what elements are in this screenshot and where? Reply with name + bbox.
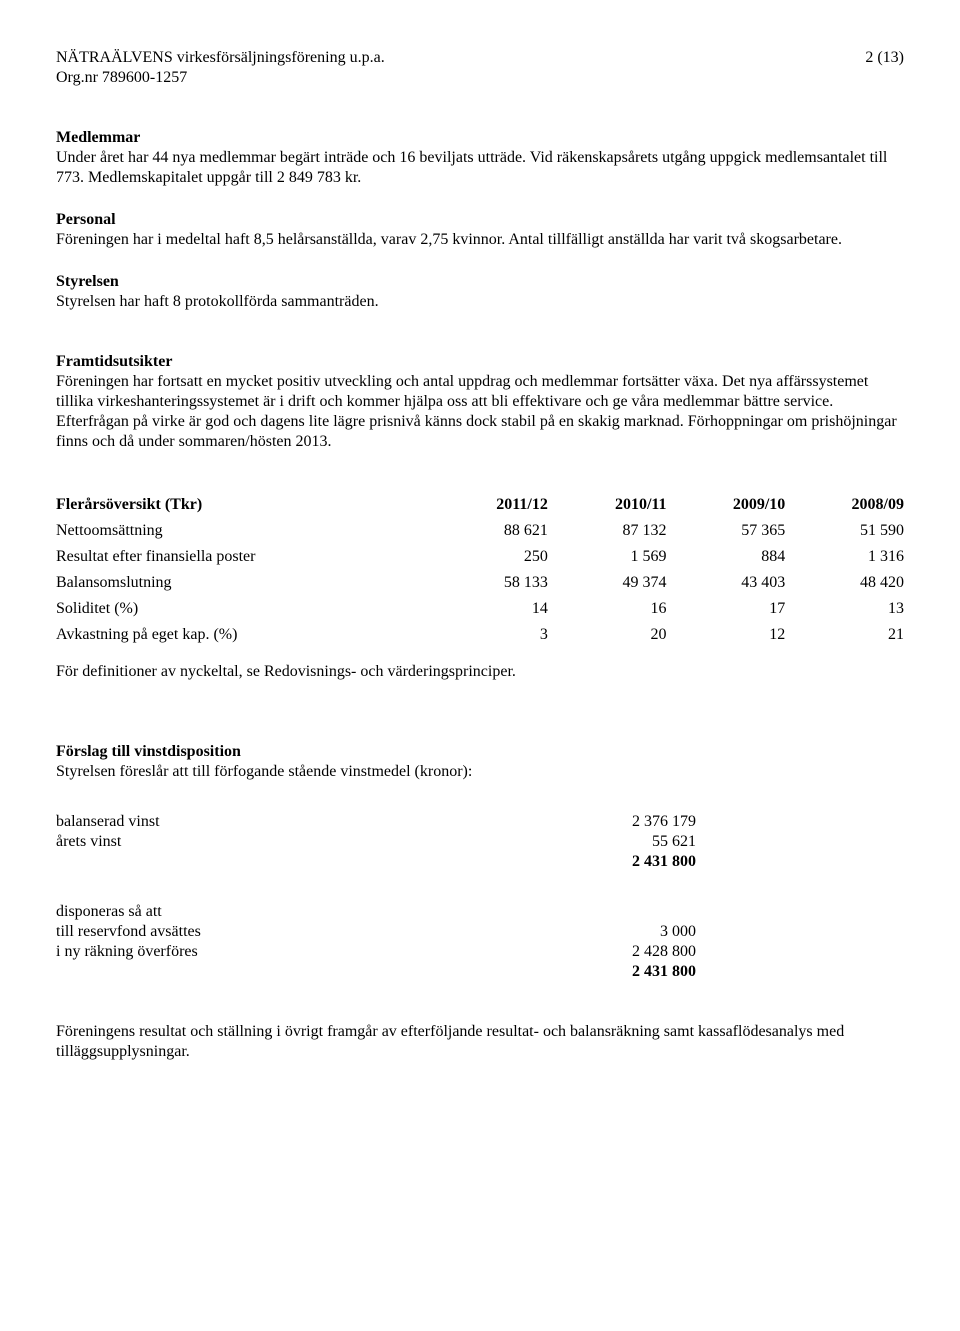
org-number: Org.nr 789600-1257 xyxy=(56,68,385,88)
table-footnote: För definitioner av nyckeltal, se Redovi… xyxy=(56,662,904,682)
row-label: Soliditet (%) xyxy=(56,596,429,622)
disposition-row: disponeras så att xyxy=(56,902,696,922)
row-value: 2 376 179 xyxy=(576,812,696,832)
table-row: Soliditet (%) 14 16 17 13 xyxy=(56,596,904,622)
row-value: 55 621 xyxy=(576,832,696,852)
cell: 48 420 xyxy=(785,570,904,596)
overview-table-section: Flerårsöversikt (Tkr) 2011/12 2010/11 20… xyxy=(56,492,904,682)
section-framtidsutsikter: Framtidsutsikter Föreningen har fortsatt… xyxy=(56,352,904,452)
cell: 250 xyxy=(429,544,548,570)
row-value xyxy=(576,902,696,922)
table-row: Nettoomsättning 88 621 87 132 57 365 51 … xyxy=(56,518,904,544)
row-label: balanserad vinst xyxy=(56,812,160,832)
cell: 1 316 xyxy=(785,544,904,570)
table-row: Balansomslutning 58 133 49 374 43 403 48… xyxy=(56,570,904,596)
section-body: Föreningen har fortsatt en mycket positi… xyxy=(56,372,904,452)
cell: 3 xyxy=(429,622,548,648)
row-value: 3 000 xyxy=(576,922,696,942)
cell: 13 xyxy=(785,596,904,622)
disposition-row: 2 431 800 xyxy=(56,852,696,872)
row-label: Nettoomsättning xyxy=(56,518,429,544)
disposition-intro: Styrelsen föreslår att till förfogande s… xyxy=(56,762,904,782)
cell: 17 xyxy=(667,596,786,622)
section-medlemmar: Medlemmar Under året har 44 nya medlemma… xyxy=(56,128,904,188)
cell: 57 365 xyxy=(667,518,786,544)
cell: 51 590 xyxy=(785,518,904,544)
row-label: i ny räkning överföres xyxy=(56,942,198,962)
table-row: Avkastning på eget kap. (%) 3 20 12 21 xyxy=(56,622,904,648)
cell: 58 133 xyxy=(429,570,548,596)
cell: 14 xyxy=(429,596,548,622)
disposition-row: 2 431 800 xyxy=(56,962,696,982)
row-label: Avkastning på eget kap. (%) xyxy=(56,622,429,648)
col-header: 2010/11 xyxy=(548,492,667,518)
table-title: Flerårsöversikt (Tkr) xyxy=(56,492,429,518)
section-personal: Personal Föreningen har i medeltal haft … xyxy=(56,210,904,250)
row-label: Resultat efter finansiella poster xyxy=(56,544,429,570)
closing-text: Föreningens resultat och ställning i övr… xyxy=(56,1022,904,1062)
section-title: Personal xyxy=(56,210,904,230)
disposition-row: i ny räkning överföres 2 428 800 xyxy=(56,942,696,962)
section-title: Framtidsutsikter xyxy=(56,352,904,372)
section-body: Styrelsen har haft 8 protokollförda samm… xyxy=(56,292,904,312)
row-value: 2 431 800 xyxy=(576,962,696,982)
row-label: till reservfond avsättes xyxy=(56,922,201,942)
row-label: årets vinst xyxy=(56,832,121,852)
disposition-row: till reservfond avsättes 3 000 xyxy=(56,922,696,942)
disposition-block1: balanserad vinst 2 376 179 årets vinst 5… xyxy=(56,812,696,872)
cell: 88 621 xyxy=(429,518,548,544)
disposition-row: balanserad vinst 2 376 179 xyxy=(56,812,696,832)
cell: 43 403 xyxy=(667,570,786,596)
disposition-row: årets vinst 55 621 xyxy=(56,832,696,852)
cell: 49 374 xyxy=(548,570,667,596)
section-body: Föreningen har i medeltal haft 8,5 helår… xyxy=(56,230,904,250)
section-title: Styrelsen xyxy=(56,272,904,292)
cell: 20 xyxy=(548,622,667,648)
col-header: 2008/09 xyxy=(785,492,904,518)
row-label: Balansomslutning xyxy=(56,570,429,596)
col-header: 2009/10 xyxy=(667,492,786,518)
row-value: 2 428 800 xyxy=(576,942,696,962)
section-title: Medlemmar xyxy=(56,128,904,148)
overview-table: Flerårsöversikt (Tkr) 2011/12 2010/11 20… xyxy=(56,492,904,648)
block2-intro: disponeras så att xyxy=(56,902,162,922)
closing-paragraph: Föreningens resultat och ställning i övr… xyxy=(56,1022,904,1062)
cell: 21 xyxy=(785,622,904,648)
table-header-row: Flerårsöversikt (Tkr) 2011/12 2010/11 20… xyxy=(56,492,904,518)
row-value: 2 431 800 xyxy=(576,852,696,872)
cell: 87 132 xyxy=(548,518,667,544)
cell: 12 xyxy=(667,622,786,648)
page-indicator: 2 (13) xyxy=(865,48,904,68)
table-row: Resultat efter finansiella poster 250 1 … xyxy=(56,544,904,570)
section-disposition: Förslag till vinstdisposition Styrelsen … xyxy=(56,742,904,982)
section-title: Förslag till vinstdisposition xyxy=(56,742,904,762)
org-name: NÄTRAÄLVENS virkesförsäljningsförening u… xyxy=(56,48,385,68)
section-styrelsen: Styrelsen Styrelsen har haft 8 protokoll… xyxy=(56,272,904,312)
disposition-block2: disponeras så att till reservfond avsätt… xyxy=(56,902,696,982)
section-body: Under året har 44 nya medlemmar begärt i… xyxy=(56,148,904,188)
cell: 1 569 xyxy=(548,544,667,570)
cell: 884 xyxy=(667,544,786,570)
col-header: 2011/12 xyxy=(429,492,548,518)
cell: 16 xyxy=(548,596,667,622)
